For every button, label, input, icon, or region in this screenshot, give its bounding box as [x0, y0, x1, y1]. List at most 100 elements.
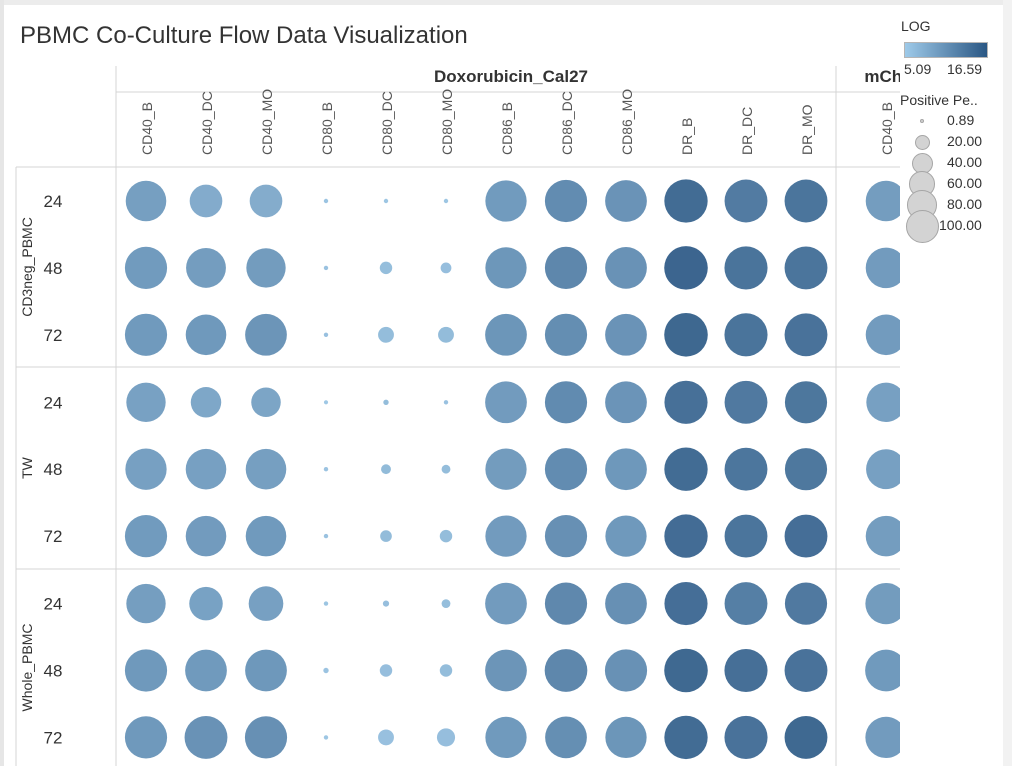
row-group-label: TW — [19, 456, 35, 479]
bubble-mark — [485, 313, 527, 356]
bubble-mark — [189, 586, 223, 621]
bubble-mark — [545, 716, 587, 759]
bubble-mark — [865, 582, 900, 625]
bubble-mark — [544, 582, 588, 625]
bubble-mark — [440, 262, 452, 274]
bubble-mark — [124, 649, 168, 692]
bubble-mark — [124, 313, 168, 356]
bubble-mark — [784, 649, 828, 692]
bubble-mark — [383, 198, 389, 204]
bubble-mark — [664, 514, 708, 558]
row-group-label: CD3neg_PBMC — [19, 217, 35, 317]
bubble-mark — [724, 313, 768, 357]
bubble-mark — [724, 648, 768, 693]
bubble-mark — [605, 180, 647, 222]
bubble-mark — [185, 448, 227, 490]
size-legend-label: 20.00 — [947, 133, 983, 149]
bubble-mark — [485, 515, 527, 557]
bubble-mark — [441, 464, 451, 474]
bubble-mark — [664, 313, 708, 357]
bubble-mark — [246, 248, 286, 288]
row-label: 24 — [44, 393, 63, 412]
column-label: CD80_MO — [439, 89, 455, 155]
bubble-mark — [604, 649, 648, 692]
bubble-mark — [245, 515, 287, 557]
bubble-mark — [544, 448, 588, 491]
column-label: CD86_B — [499, 102, 515, 155]
bubble-mark — [381, 464, 391, 475]
column-label: CD40_B — [139, 102, 155, 155]
color-legend-ramp — [904, 42, 988, 58]
size-legend-circle — [919, 118, 925, 124]
bubble-mark — [544, 313, 588, 356]
bubble-mark — [544, 381, 588, 424]
bubble-mark — [544, 246, 588, 289]
size-legend-label: 100.00 — [939, 217, 982, 233]
row-group-label: Whole_PBMC — [19, 624, 35, 712]
bubble-mark — [485, 649, 527, 692]
bubble-mark — [605, 247, 647, 289]
row-label: 24 — [44, 192, 63, 211]
bubble-mark — [784, 381, 828, 424]
bubble-mark — [544, 179, 588, 223]
bubble-mark — [784, 246, 828, 290]
size-legend-label: 0.89 — [947, 112, 975, 128]
bubble-mark — [323, 332, 329, 337]
column-label: DR_DC — [739, 107, 755, 155]
bubble-mark — [664, 447, 708, 491]
bubble-mark — [186, 247, 226, 288]
bubble-mark — [724, 447, 768, 491]
bubble-mark — [383, 399, 389, 405]
bubble-mark — [605, 381, 647, 424]
bubble-mark — [185, 515, 227, 557]
bubble-mark — [605, 448, 647, 491]
bubble-mark — [124, 716, 168, 759]
bubble-mark — [185, 314, 227, 356]
bubble-mark — [664, 582, 708, 626]
bubble-mark — [485, 247, 527, 289]
bubble-mark — [724, 582, 768, 626]
bubble-mark — [485, 582, 527, 625]
bubble-mark — [784, 313, 828, 357]
bubble-mark — [185, 649, 227, 692]
bubble-mark — [724, 715, 768, 759]
column-label: CD80_B — [319, 102, 335, 155]
bubble-mark — [485, 180, 527, 222]
size-legend-label: 40.00 — [947, 154, 983, 170]
bubble-mark — [245, 649, 287, 692]
bubble-mark — [865, 314, 900, 356]
bubble-mark — [865, 515, 900, 557]
bubble-mark — [245, 313, 287, 356]
bubble-mark — [605, 582, 647, 625]
bubble-mark — [605, 515, 647, 557]
frame-left — [0, 0, 4, 766]
size-legend-label: 60.00 — [947, 175, 983, 191]
bubble-mark — [865, 649, 900, 692]
bubble-mark — [544, 515, 588, 558]
bubble-mark — [724, 514, 768, 558]
bubble-mark — [323, 667, 329, 674]
column-label: DR_B — [679, 118, 695, 155]
bubble-mark — [544, 649, 588, 692]
row-label: 72 — [44, 728, 63, 747]
bubble-mark — [664, 246, 708, 290]
page-title: PBMC Co-Culture Flow Data Visualization — [20, 22, 468, 49]
bubble-mark — [323, 265, 329, 271]
bubble-mark — [724, 380, 768, 424]
bubble-mark — [249, 184, 283, 218]
bubble-mark — [664, 648, 708, 693]
row-label: 48 — [44, 662, 63, 681]
frame-top — [0, 0, 1005, 5]
bubble-mark — [323, 198, 329, 204]
column-label: CD40_B — [879, 102, 895, 155]
bubble-mark — [439, 664, 453, 677]
bubble-mark — [485, 716, 527, 759]
bubble-mark — [190, 387, 222, 418]
bubble-mark — [378, 729, 394, 746]
column-label: CD86_DC — [559, 91, 575, 155]
bubble-mark — [441, 599, 451, 608]
bubble-mark — [784, 448, 828, 491]
bubble-mark — [664, 380, 708, 424]
bubble-mark — [189, 184, 223, 218]
size-legend-circle — [905, 209, 939, 243]
